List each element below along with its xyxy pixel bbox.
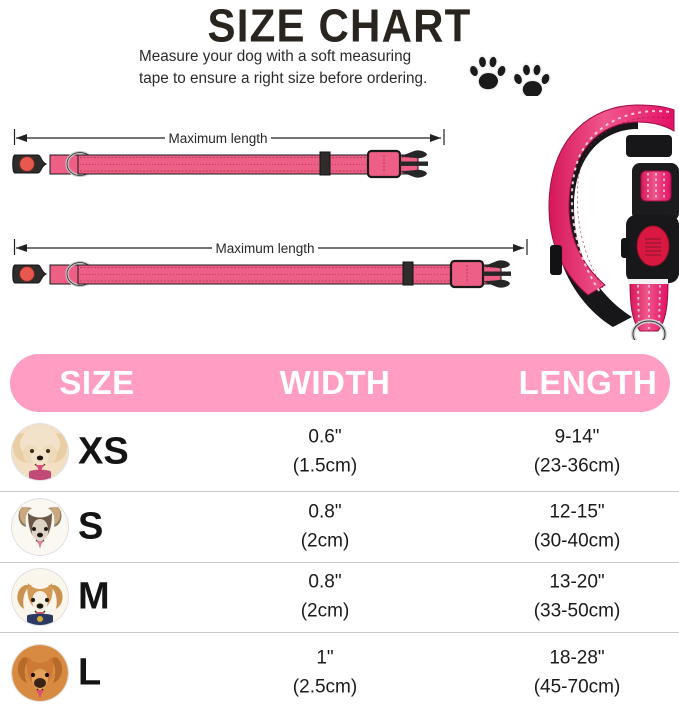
svg-text:Maximum length: Maximum length <box>215 241 314 256</box>
svg-text:Maximum length: Maximum length <box>168 131 267 146</box>
